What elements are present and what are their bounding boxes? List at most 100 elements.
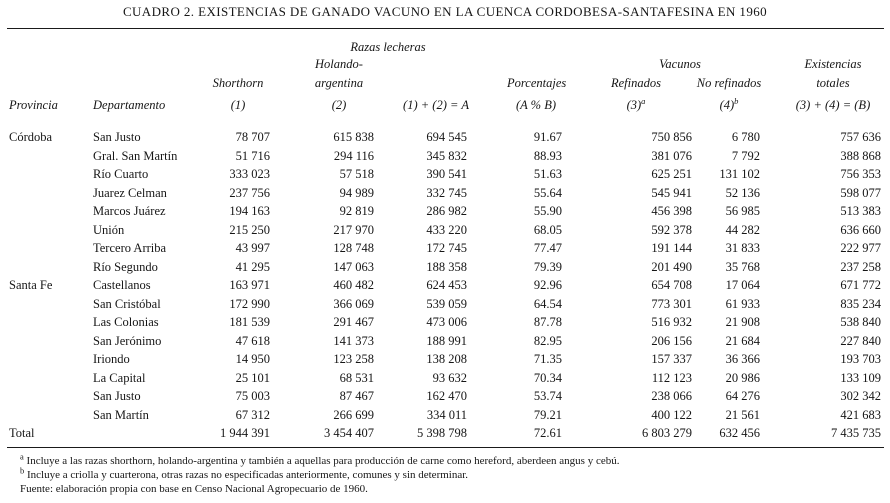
- cell-no_refinados: 21 684: [725, 333, 760, 348]
- table-row: Juarez Celman 237 756 94 989 332 745 55.64 54…: [7, 184, 884, 203]
- cell-no_refinados: 56 985: [725, 204, 760, 218]
- cell-departamento: Gral. San Martín: [93, 148, 178, 163]
- cell-holando: 123 258: [333, 352, 374, 366]
- cell-total: 538 840: [840, 315, 881, 329]
- header-provincia: Provincia: [9, 98, 58, 112]
- cell-departamento: Castellanos: [93, 278, 151, 292]
- table-row: San Justo 75 003 87 467 162 470 53.74 238 066…: [7, 387, 884, 406]
- cell-refinados: 773 301: [651, 296, 692, 311]
- cell-provincia: [7, 258, 91, 277]
- cell-porcentaje: 79.21: [533, 407, 562, 422]
- cell-no_refinados: 61 933: [725, 296, 760, 311]
- cell-departamento: San Justo: [93, 130, 141, 144]
- cell-provincia: [7, 221, 91, 240]
- header-porcentajes-code: (A % B): [515, 98, 557, 112]
- cell-no_refinados: 20 986: [725, 370, 760, 385]
- cell-porcentaje: 55.90: [533, 204, 562, 218]
- footnote-line: Fuente: elaboración propia con base en C…: [20, 482, 368, 495]
- cell-refinados: 381 076: [651, 148, 692, 163]
- footnote-line: b Incluye a criolla y cuarterona, otras …: [20, 464, 469, 481]
- header-empty: [377, 55, 470, 72]
- cell-porcentaje: 87.78: [533, 315, 562, 329]
- cell-total: 388 868: [840, 148, 881, 163]
- cell-porcentaje: 64.54: [533, 296, 562, 311]
- cell-holando: 615 838: [333, 130, 374, 144]
- cell-refinados: 112 123: [651, 370, 692, 385]
- cell-porcentaje: 82.95: [533, 333, 562, 348]
- header-refinados: Refinados: [611, 76, 661, 90]
- cell-holando: 128 748: [333, 241, 374, 255]
- footnotes: a Incluye a las razas shorthorn, holando…: [20, 450, 880, 496]
- cell-porcentaje: 79.39: [533, 259, 562, 274]
- cell-suma_a: 138 208: [426, 352, 467, 366]
- cell-total: 222 977: [840, 241, 881, 255]
- cell-provincia: [7, 387, 91, 406]
- cell-suma_a: 433 220: [426, 222, 467, 237]
- header-empty: [7, 72, 189, 91]
- cell-holando: 294 116: [333, 148, 374, 163]
- cell-departamento: Iriondo: [93, 352, 130, 366]
- header-existencias-line1: Existencias: [804, 57, 862, 71]
- cell-departamento: San Cristóbal: [93, 296, 161, 311]
- cell-suma_a: 188 991: [426, 333, 467, 348]
- header-row-group1: Razas lecheras: [7, 29, 884, 55]
- cell-holando: 147 063: [333, 259, 374, 274]
- cell-porcentaje: 55.64: [533, 185, 562, 200]
- cell-shorthorn: 172 990: [229, 296, 270, 311]
- table-row: San Martín 67 312 266 699 334 011 79.21 400 1…: [7, 406, 884, 425]
- cell-departamento: Marcos Juárez: [93, 204, 166, 218]
- cell-no_refinados: 64 276: [725, 389, 760, 403]
- cell-total: 193 703: [840, 352, 881, 366]
- cell-shorthorn: 14 950: [235, 352, 270, 366]
- cell-refinados: 238 066: [651, 389, 692, 403]
- cell-porcentaje: 68.05: [533, 222, 562, 237]
- cell-refinados: 516 932: [651, 315, 692, 329]
- cell-provincia: [7, 406, 91, 425]
- table-row: Marcos Juárez 194 163 92 819 286 982 55.90 45…: [7, 202, 884, 221]
- table-row: Total 1 944 391 3 454 407 5 398 798 72.61 6 8…: [7, 424, 884, 443]
- header-gap-cell: [7, 113, 884, 128]
- cell-no_refinados: 17 064: [725, 278, 760, 292]
- table-row: Unión 215 250 217 970 433 220 68.05 592 378 44…: [7, 221, 884, 240]
- cell-departamento: Unión: [93, 222, 125, 237]
- cell-no_refinados: 36 366: [725, 352, 760, 366]
- cell-no_refinados: 632 456: [719, 426, 760, 440]
- cell-total: 636 660: [840, 222, 881, 237]
- table-row: Iriondo 14 950 123 258 138 208 71.35 157 337 3…: [7, 350, 884, 369]
- cell-refinados: 201 490: [651, 259, 692, 274]
- header-holando-line2: argentina: [314, 76, 364, 90]
- table-row: Río Segundo 41 295 147 063 188 358 79.39 201 …: [7, 258, 884, 277]
- cell-porcentaje: 72.61: [533, 426, 562, 440]
- cell-holando: 460 482: [333, 278, 374, 292]
- cell-porcentaje: 70.34: [533, 370, 562, 385]
- cell-shorthorn: 25 101: [235, 370, 270, 385]
- cell-suma_a: 188 358: [426, 259, 467, 274]
- header-empty: [470, 55, 565, 72]
- cell-porcentaje: 91.67: [533, 130, 562, 144]
- refinados-code-text: (3): [626, 98, 642, 112]
- cell-provincia: [7, 295, 91, 314]
- cell-shorthorn: 333 023: [229, 167, 270, 181]
- cell-total: 598 077: [840, 185, 881, 200]
- cell-no_refinados: 131 102: [719, 167, 760, 181]
- cell-porcentaje: 77.47: [533, 241, 562, 255]
- cell-holando: 57 518: [339, 167, 374, 181]
- cell-shorthorn: 181 539: [229, 315, 270, 329]
- cell-departamento: [91, 424, 189, 443]
- cell-refinados: 654 708: [651, 278, 692, 292]
- footnote-marker: a: [20, 450, 24, 461]
- cell-total: 835 234: [840, 296, 881, 311]
- cell-suma_a: 345 832: [426, 148, 467, 163]
- header-col2-code: (2): [331, 98, 347, 112]
- cell-no_refinados: 52 136: [725, 185, 760, 200]
- header-empty: [377, 72, 470, 91]
- cell-no_refinados: 31 833: [725, 241, 760, 255]
- cell-provincia: Total: [9, 426, 35, 440]
- table-row: Córdoba San Justo 78 707 615 838 694 545 91.6…: [7, 128, 884, 147]
- cell-shorthorn: 47 618: [235, 333, 270, 348]
- cell-no_refinados: 21 908: [725, 315, 760, 329]
- cell-provincia: [7, 239, 91, 258]
- cell-suma_a: 539 059: [426, 296, 467, 311]
- header-row-group2: Holando- Vacunos Existencias: [7, 55, 884, 72]
- header-vacunos: Vacunos: [659, 57, 701, 71]
